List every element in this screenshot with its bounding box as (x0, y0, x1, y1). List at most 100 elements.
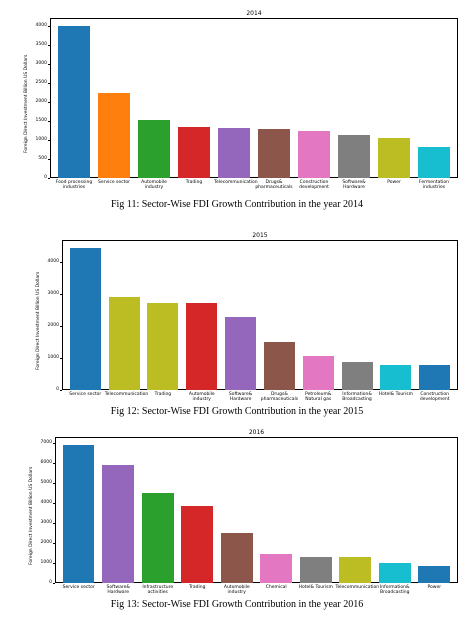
bar (102, 465, 134, 583)
bar (378, 563, 411, 583)
y-tick (53, 483, 55, 484)
bar (225, 316, 257, 390)
x-tick-label: Software& Hardware (228, 392, 253, 402)
y-tick-label: 3000 (35, 60, 47, 66)
y-tick (60, 294, 62, 295)
y-tick-label: 0 (49, 580, 52, 585)
x-tick-label: Food processing industries (55, 180, 93, 190)
y-tick-label: 5000 (40, 480, 52, 485)
x-tick-label: Service sector (62, 585, 95, 590)
bar (263, 342, 295, 390)
x-tick-label: Power (387, 180, 401, 185)
bar (339, 557, 372, 583)
x-tick-label: Telecommunication (335, 585, 380, 590)
y-tick (60, 390, 62, 391)
chart-title: 2014 (246, 10, 262, 17)
y-tick-label: 2500 (35, 79, 47, 85)
y-tick (48, 25, 50, 27)
x-tick-label: Telecommunication (214, 180, 258, 185)
y-tick-label: 1000 (47, 355, 59, 361)
x-tick-label: Trading (154, 392, 172, 397)
y-tick-label: 500 (38, 155, 47, 161)
x-tick-label: Automobile industry (141, 180, 167, 190)
y-tick (48, 101, 50, 103)
chart-title: 2015 (252, 232, 268, 239)
bar (108, 297, 140, 390)
y-tick-label: 3000 (47, 291, 59, 297)
y-tick (53, 583, 55, 584)
figure-caption: Fig 11: Sector-Wise FDI Growth Contribut… (110, 199, 364, 210)
y-tick (48, 63, 50, 65)
y-tick (53, 503, 55, 504)
bar (98, 93, 130, 178)
y-tick (60, 358, 62, 359)
y-tick (48, 158, 50, 160)
x-tick-label: Hotel& Tourism (378, 392, 414, 397)
y-tick (53, 563, 55, 564)
x-tick-label: Information& Broadcasting (379, 585, 410, 595)
y-tick-label: 7000 (40, 440, 52, 445)
bar (141, 493, 174, 583)
y-tick (60, 262, 62, 263)
y-tick (53, 443, 55, 444)
x-tick-label: Trading (185, 180, 203, 185)
bar (178, 126, 210, 178)
x-tick-label: Petroleum& Natural gas (305, 392, 332, 402)
y-tick (60, 326, 62, 327)
x-tick-label: Hotel& Tourism (298, 585, 333, 590)
y-tick (48, 82, 50, 84)
y-tick-label: 4000 (47, 259, 59, 265)
bar (218, 128, 250, 178)
x-tick-label: Power (427, 585, 442, 590)
x-tick-label: Automobile industry (223, 585, 250, 595)
x-tick-label: Software& Hardware (342, 180, 366, 190)
bar (302, 355, 334, 390)
x-tick-label: Telecommunication (104, 392, 149, 397)
y-tick-label: 1500 (35, 117, 47, 123)
x-tick-label: Chemical (265, 585, 287, 590)
y-tick (48, 120, 50, 122)
bar (298, 131, 330, 178)
bar (378, 137, 410, 178)
bar (380, 365, 412, 390)
bar (69, 248, 101, 390)
bar (147, 302, 179, 390)
y-tick-label: 2000 (35, 98, 47, 104)
bar (58, 26, 90, 178)
bar (341, 361, 373, 390)
x-tick-label: Software& Hardware (106, 585, 130, 595)
y-tick-label: 4000 (40, 500, 52, 505)
y-tick (48, 44, 50, 46)
bar (258, 129, 290, 178)
figure-caption: Fig 12: Sector-Wise FDI Growth Contribut… (110, 406, 364, 417)
bar (260, 553, 293, 583)
y-tick (48, 178, 50, 179)
plot-frame (55, 437, 458, 583)
y-tick-label: 0 (44, 175, 47, 180)
y-tick-label: 6000 (40, 460, 52, 465)
bar (62, 445, 95, 583)
bar (418, 147, 450, 178)
x-tick-label: Infrastructure activities (142, 585, 174, 595)
x-tick-label: Drugs& pharmaceuticals (260, 392, 299, 402)
bar (181, 506, 214, 583)
y-tick-label: 3000 (40, 520, 52, 525)
bar (419, 365, 451, 390)
x-tick-label: Information& Broadcasting (342, 392, 372, 402)
bar (220, 532, 253, 583)
y-tick-label: 1000 (40, 560, 52, 565)
bar (338, 134, 370, 178)
y-tick-label: 3500 (35, 41, 47, 47)
bar (299, 556, 332, 583)
bar (138, 120, 170, 178)
y-tick-label: 2000 (47, 323, 59, 329)
x-tick-label: Service sector (97, 180, 131, 185)
y-tick (53, 523, 55, 524)
x-tick-label: Service sector (69, 392, 102, 397)
x-tick-label: Construction development (299, 180, 329, 190)
y-tick-label: 1000 (35, 136, 47, 142)
plot-frame (62, 240, 458, 390)
x-tick-label: Automobile industry (188, 392, 215, 402)
figure-caption: Fig 13: Sector-Wise FDI Growth Contribut… (110, 599, 364, 610)
